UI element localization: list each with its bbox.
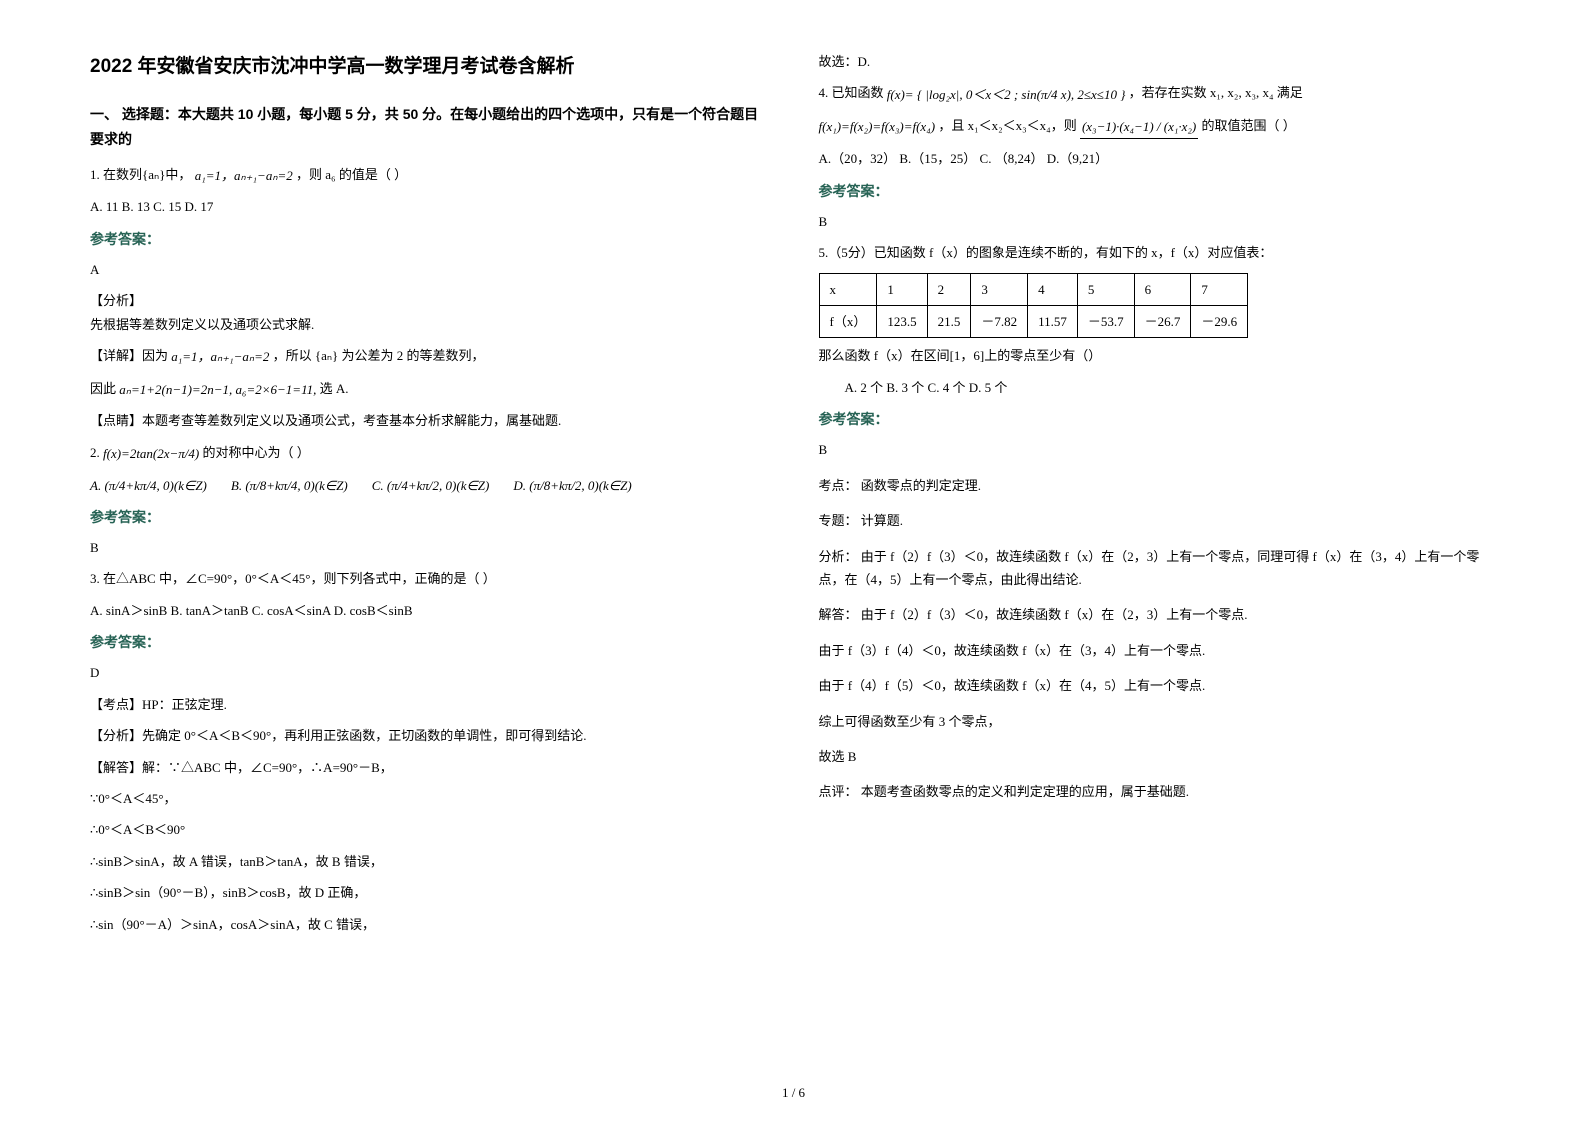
q1-stem: 1. 在数列{aₙ}中， a₁=1，aₙ₊₁−aₙ=2 ，则 a₆ 的值是（ ） — [90, 163, 769, 188]
q3-options: A. sinA＞sinB B. tanA＞tanB C. cosA＜sinA D… — [90, 599, 769, 622]
q3-kp: 【考点】HP：正弦定理. — [90, 693, 769, 716]
q2-stem: 2. f(x)=2tan(2x−π/4) 的对称中心为（ ） — [90, 441, 769, 466]
table-cell: 6 — [1134, 273, 1191, 305]
q4-line2-post: 的取值范围（ ） — [1202, 118, 1296, 133]
q5-sol2: 由于 f（3）f（4）＜0，故连续函数 f（x）在（3，4）上有一个零点. — [819, 639, 1498, 662]
table-cell: －26.7 — [1134, 306, 1191, 338]
q5-answer: B — [819, 438, 1498, 461]
q3-stem: 3. 在△ABC 中，∠C=90°，0°＜A＜45°，则下列各式中，正确的是（ … — [90, 567, 769, 590]
q2-stem-pre: 2. — [90, 445, 103, 460]
table-cell: －7.82 — [971, 306, 1028, 338]
q5-sol1: 解答： 由于 f（2）f（3）＜0，故连续函数 f（x）在（2，3）上有一个零点… — [819, 603, 1498, 626]
q3-sol6: 故选：D. — [819, 50, 1498, 73]
q4-answer: B — [819, 210, 1498, 233]
q1-analysis-label: 【分析】 — [90, 289, 769, 312]
table-cell: 7 — [1191, 273, 1248, 305]
table-cell: 4 — [1028, 273, 1078, 305]
left-column: 2022 年安徽省安庆市沈冲中学高一数学理月考试卷含解析 一、 选择题：本大题共… — [90, 50, 769, 1092]
q4-line2-formula: f(x₁)=f(x₂)=f(x₃)=f(x₄) — [819, 115, 936, 138]
q1-options: A. 11 B. 13 C. 15 D. 17 — [90, 195, 769, 218]
q5-sol4: 综上可得函数至少有 3 个零点， — [819, 710, 1498, 733]
answer-label: 参考答案： — [90, 505, 769, 530]
q5-fx: 分析： 由于 f（2）f（3）＜0，故连续函数 f（x）在（2，3）上有一个零点… — [819, 545, 1498, 592]
answer-label: 参考答案： — [90, 630, 769, 655]
q1-analysis: 先根据等差数列定义以及通项公式求解. — [90, 313, 769, 336]
q2-optB: B. (π/8+kπ/4, 0)(k∈Z) — [231, 474, 348, 497]
q5-sol5: 故选 B — [819, 745, 1498, 768]
document-title: 2022 年安徽省安庆市沈冲中学高一数学理月考试卷含解析 — [90, 50, 769, 84]
q5-sub: 那么函数 f（x）在区间[1，6]上的零点至少有（） — [819, 344, 1498, 367]
q1-detail2-pre: 因此 — [90, 381, 116, 396]
q2-optD: D. (π/8+kπ/2, 0)(k∈Z) — [513, 474, 631, 497]
q1-detail2-post: 选 A. — [320, 381, 349, 396]
table-cell: －53.7 — [1077, 306, 1134, 338]
q3-answer: D — [90, 661, 769, 684]
q4-stem: 4. 已知函数 f(x)= { |log₂x|, 0＜x＜2 ; sin(π/4… — [819, 81, 1498, 106]
q1-stem-post: ，则 a₆ 的值是（ ） — [296, 167, 407, 182]
q3-sol2: ∴0°＜A＜B＜90° — [90, 818, 769, 841]
q4-stem-pre: 4. 已知函数 — [819, 85, 887, 100]
q5-table: x 1 2 3 4 5 6 7 f（x） 123.5 21.5 －7.82 11… — [819, 273, 1249, 339]
q4-line2-frac: (x₃−1)·(x₄−1) / (x₁·x₂) — [1080, 115, 1198, 139]
table-row: f（x） 123.5 21.5 －7.82 11.57 －53.7 －26.7 … — [819, 306, 1248, 338]
right-column: 故选：D. 4. 已知函数 f(x)= { |log₂x|, 0＜x＜2 ; s… — [819, 50, 1498, 1092]
table-row: x 1 2 3 4 5 6 7 — [819, 273, 1248, 305]
q2-stem-post: 的对称中心为（ ） — [203, 445, 310, 460]
q1-detail: 【详解】因为 a₁=1，aₙ₊₁−aₙ=2 ，所以 {aₙ} 为公差为 2 的等… — [90, 344, 769, 369]
q5-zt: 专题： 计算题. — [819, 509, 1498, 532]
q2-stem-formula: f(x)=2tan(2x−π/4) — [103, 442, 199, 465]
table-cell: 21.5 — [927, 306, 971, 338]
q3-an: 【分析】先确定 0°＜A＜B＜90°，再利用正弦函数，正切函数的单调性，即可得到… — [90, 724, 769, 747]
q5-options: A. 2 个 B. 3 个 C. 4 个 D. 5 个 — [819, 376, 1498, 399]
q5-dp: 点评： 本题考查函数零点的定义和判定定理的应用，属于基础题. — [819, 780, 1498, 803]
table-cell: 5 — [1077, 273, 1134, 305]
q1-detail-post: ，所以 {aₙ} 为公差为 2 的等差数列， — [273, 348, 485, 363]
q4-stem-formula: f(x)= { |log₂x|, 0＜x＜2 ; sin(π/4 x), 2≤x… — [887, 83, 1126, 106]
q5-stem: 5.（5分）已知函数 f（x）的图象是连续不断的，有如下的 x，f（x）对应值表… — [819, 241, 1498, 264]
table-cell: x — [819, 273, 877, 305]
page: 2022 年安徽省安庆市沈冲中学高一数学理月考试卷含解析 一、 选择题：本大题共… — [0, 0, 1587, 1122]
q1-stem-pre: 1. 在数列{aₙ}中， — [90, 167, 191, 182]
answer-label: 参考答案： — [90, 227, 769, 252]
q3-sol3: ∴sinB＞sinA，故 A 错误，tanB＞tanA，故 B 错误， — [90, 850, 769, 873]
table-cell: 11.57 — [1028, 306, 1078, 338]
answer-label: 参考答案： — [819, 407, 1498, 432]
table-cell: 123.5 — [877, 306, 927, 338]
q3-sol-label: 【解答】解：∵△ABC 中，∠C=90°，∴A=90°－B， — [90, 756, 769, 779]
q2-optA: A. (π/4+kπ/4, 0)(k∈Z) — [90, 474, 207, 497]
q4-line2: f(x₁)=f(x₂)=f(x₃)=f(x₄) ，且 x₁＜x₂＜x₃＜x₄，则… — [819, 114, 1498, 139]
q3-sol1: ∵0°＜A＜45°， — [90, 787, 769, 810]
q1-answer: A — [90, 258, 769, 281]
table-cell: 2 — [927, 273, 971, 305]
q5-sol3: 由于 f（4）f（5）＜0，故连续函数 f（x）在（4，5）上有一个零点. — [819, 674, 1498, 697]
q3-sol5: ∴sin（90°－A）＞sinA，cosA＞sinA，故 C 错误， — [90, 913, 769, 936]
q4-options: A.（20，32） B.（15，25） C. （8,24） D.（9,21） — [819, 147, 1498, 170]
q1-detail-label: 【详解】因为 — [90, 348, 168, 363]
table-cell: 1 — [877, 273, 927, 305]
answer-label: 参考答案： — [819, 179, 1498, 204]
q2-optC: C. (π/4+kπ/2, 0)(k∈Z) — [372, 474, 490, 497]
q2-options: A. (π/4+kπ/4, 0)(k∈Z) B. (π/8+kπ/4, 0)(k… — [90, 474, 769, 497]
table-cell: －29.6 — [1191, 306, 1248, 338]
table-cell: 3 — [971, 273, 1028, 305]
q1-stem-formula: a₁=1，aₙ₊₁−aₙ=2 — [195, 164, 293, 187]
q1-detail-formula: a₁=1，aₙ₊₁−aₙ=2 — [171, 345, 269, 368]
q5-kp: 考点： 函数零点的判定定理. — [819, 474, 1498, 497]
section-heading: 一、 选择题：本大题共 10 小题，每小题 5 分，共 50 分。在每小题给出的… — [90, 102, 769, 152]
q3-sol4: ∴sinB＞sin（90°－B），sinB＞cosB，故 D 正确， — [90, 881, 769, 904]
q4-stem-post: ，若存在实数 x₁, x₂, x₃, x₄ 满足 — [1129, 85, 1303, 100]
page-number: 1 / 6 — [782, 1081, 805, 1104]
table-cell: f（x） — [819, 306, 877, 338]
q2-answer: B — [90, 536, 769, 559]
q1-detail2: 因此 aₙ=1+2(n−1)=2n−1, a₆=2×6−1=11, 选 A. — [90, 377, 769, 402]
q1-detail2-formula: aₙ=1+2(n−1)=2n−1, a₆=2×6−1=11, — [119, 378, 316, 401]
q1-comment: 【点睛】本题考查等差数列定义以及通项公式，考查基本分析求解能力，属基础题. — [90, 409, 769, 432]
q4-line2-mid: ，且 x₁＜x₂＜x₃＜x₄，则 — [938, 118, 1080, 133]
